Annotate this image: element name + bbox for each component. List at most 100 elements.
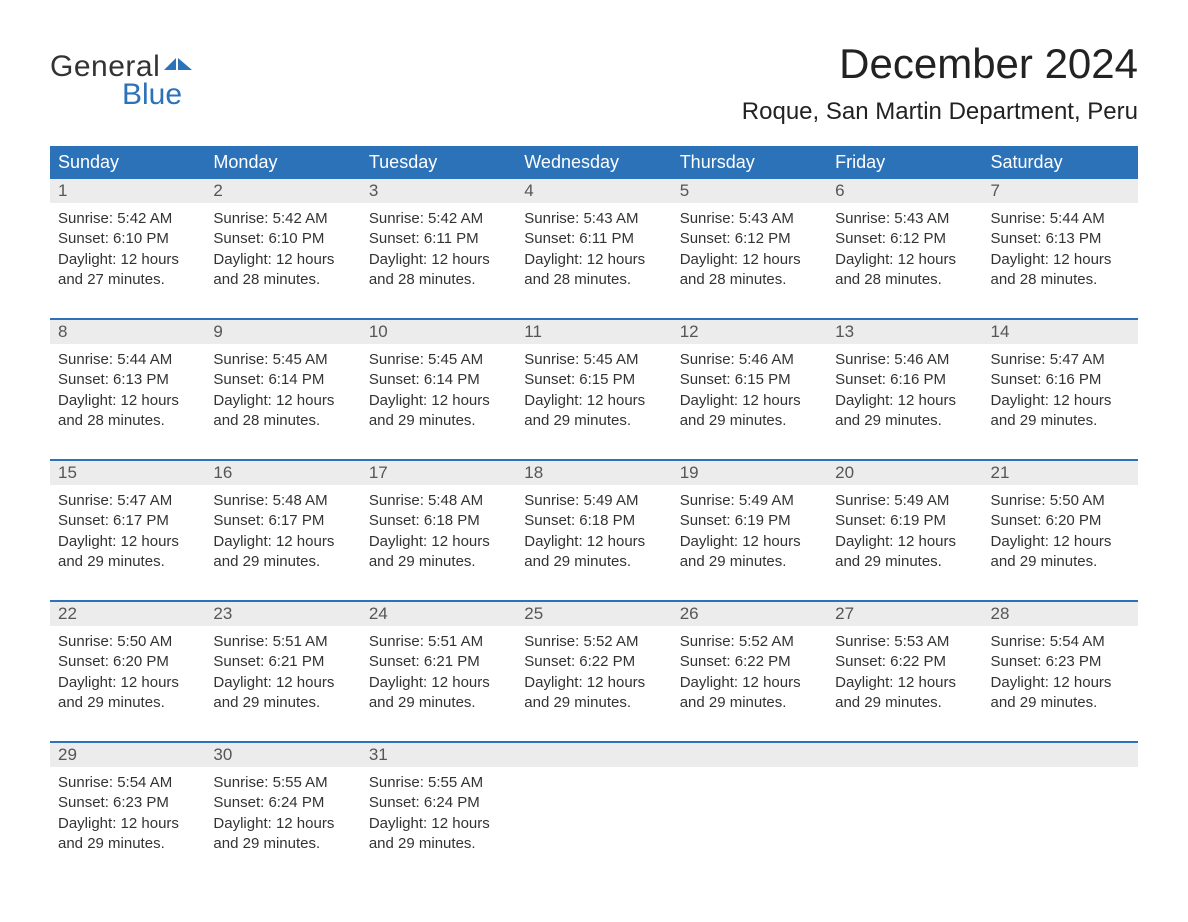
- daylight-line2: and 29 minutes.: [369, 552, 508, 572]
- day-number: 8: [50, 320, 205, 344]
- day-cell: Sunrise: 5:51 AMSunset: 6:21 PMDaylight:…: [205, 626, 360, 742]
- day-number: 5: [672, 179, 827, 203]
- day-number: [516, 743, 671, 767]
- month-title: December 2024: [742, 40, 1138, 88]
- sunrise-text: Sunrise: 5:43 AM: [680, 209, 819, 229]
- day-cell: [827, 767, 982, 882]
- daylight-line1: Daylight: 12 hours: [524, 391, 663, 411]
- daylight-line1: Daylight: 12 hours: [58, 532, 197, 552]
- daylight-line2: and 29 minutes.: [58, 834, 197, 854]
- day-cell: Sunrise: 5:52 AMSunset: 6:22 PMDaylight:…: [672, 626, 827, 742]
- sunrise-text: Sunrise: 5:55 AM: [213, 773, 352, 793]
- sunset-text: Sunset: 6:16 PM: [835, 370, 974, 390]
- daylight-line2: and 29 minutes.: [369, 834, 508, 854]
- sunset-text: Sunset: 6:18 PM: [369, 511, 508, 531]
- day-cell: Sunrise: 5:48 AMSunset: 6:18 PMDaylight:…: [361, 485, 516, 601]
- day-cell: Sunrise: 5:42 AMSunset: 6:10 PMDaylight:…: [205, 203, 360, 319]
- sunset-text: Sunset: 6:19 PM: [680, 511, 819, 531]
- sunset-text: Sunset: 6:10 PM: [213, 229, 352, 249]
- sunset-text: Sunset: 6:22 PM: [835, 652, 974, 672]
- page: General Blue December 2024 Roque, San Ma…: [0, 0, 1188, 922]
- daylight-line2: and 29 minutes.: [369, 693, 508, 713]
- daylight-line1: Daylight: 12 hours: [524, 673, 663, 693]
- day-number: 29: [50, 743, 205, 767]
- calendar-table: Sunday Monday Tuesday Wednesday Thursday…: [50, 146, 1138, 882]
- sunrise-text: Sunrise: 5:43 AM: [835, 209, 974, 229]
- day-number: 6: [827, 179, 982, 203]
- daylight-line1: Daylight: 12 hours: [58, 673, 197, 693]
- daylight-line2: and 28 minutes.: [58, 411, 197, 431]
- sunrise-text: Sunrise: 5:51 AM: [213, 632, 352, 652]
- day-number: 27: [827, 602, 982, 626]
- daylight-line1: Daylight: 12 hours: [524, 532, 663, 552]
- day-cell: Sunrise: 5:44 AMSunset: 6:13 PMDaylight:…: [983, 203, 1138, 319]
- daylight-line2: and 29 minutes.: [991, 552, 1130, 572]
- day-cell: Sunrise: 5:48 AMSunset: 6:17 PMDaylight:…: [205, 485, 360, 601]
- day-cell: Sunrise: 5:55 AMSunset: 6:24 PMDaylight:…: [205, 767, 360, 882]
- day-cell: Sunrise: 5:47 AMSunset: 6:16 PMDaylight:…: [983, 344, 1138, 460]
- daylight-line1: Daylight: 12 hours: [369, 532, 508, 552]
- daylight-line1: Daylight: 12 hours: [680, 391, 819, 411]
- daylight-line1: Daylight: 12 hours: [680, 250, 819, 270]
- day-cell: Sunrise: 5:54 AMSunset: 6:23 PMDaylight:…: [983, 626, 1138, 742]
- sunset-text: Sunset: 6:15 PM: [524, 370, 663, 390]
- daylight-line1: Daylight: 12 hours: [369, 250, 508, 270]
- daylight-line1: Daylight: 12 hours: [58, 391, 197, 411]
- day-number: 31: [361, 743, 516, 767]
- day-cell: Sunrise: 5:54 AMSunset: 6:23 PMDaylight:…: [50, 767, 205, 882]
- sunset-text: Sunset: 6:14 PM: [369, 370, 508, 390]
- daylight-line1: Daylight: 12 hours: [835, 391, 974, 411]
- daylight-line2: and 29 minutes.: [369, 411, 508, 431]
- dow-header-row: Sunday Monday Tuesday Wednesday Thursday…: [50, 146, 1138, 179]
- sunrise-text: Sunrise: 5:42 AM: [213, 209, 352, 229]
- day-number: 26: [672, 602, 827, 626]
- day-cell: Sunrise: 5:47 AMSunset: 6:17 PMDaylight:…: [50, 485, 205, 601]
- day-cell: Sunrise: 5:43 AMSunset: 6:11 PMDaylight:…: [516, 203, 671, 319]
- sunset-text: Sunset: 6:12 PM: [835, 229, 974, 249]
- daylight-line2: and 28 minutes.: [991, 270, 1130, 290]
- day-number: 28: [983, 602, 1138, 626]
- day-cell: [983, 767, 1138, 882]
- daylight-line2: and 29 minutes.: [680, 411, 819, 431]
- day-cell: Sunrise: 5:46 AMSunset: 6:15 PMDaylight:…: [672, 344, 827, 460]
- day-cell: Sunrise: 5:46 AMSunset: 6:16 PMDaylight:…: [827, 344, 982, 460]
- day-cell: Sunrise: 5:53 AMSunset: 6:22 PMDaylight:…: [827, 626, 982, 742]
- day-number: 10: [361, 320, 516, 344]
- day-cell: Sunrise: 5:52 AMSunset: 6:22 PMDaylight:…: [516, 626, 671, 742]
- sunrise-text: Sunrise: 5:48 AM: [213, 491, 352, 511]
- day-cell: Sunrise: 5:49 AMSunset: 6:19 PMDaylight:…: [827, 485, 982, 601]
- sunrise-text: Sunrise: 5:52 AM: [524, 632, 663, 652]
- day-number: [672, 743, 827, 767]
- sunrise-text: Sunrise: 5:53 AM: [835, 632, 974, 652]
- day-number: 21: [983, 461, 1138, 485]
- sunrise-text: Sunrise: 5:50 AM: [991, 491, 1130, 511]
- daylight-line2: and 29 minutes.: [680, 693, 819, 713]
- daylight-line2: and 28 minutes.: [369, 270, 508, 290]
- day-number: 25: [516, 602, 671, 626]
- daylight-line1: Daylight: 12 hours: [991, 250, 1130, 270]
- sunrise-text: Sunrise: 5:55 AM: [369, 773, 508, 793]
- daylight-line1: Daylight: 12 hours: [835, 532, 974, 552]
- day-content-row: Sunrise: 5:42 AMSunset: 6:10 PM Daylight:…: [50, 203, 1138, 319]
- daylight-line1: Daylight: 12 hours: [213, 391, 352, 411]
- day-cell: Sunrise: 5:45 AMSunset: 6:14 PMDaylight:…: [361, 344, 516, 460]
- day-number: 18: [516, 461, 671, 485]
- sunrise-text: Sunrise: 5:48 AM: [369, 491, 508, 511]
- dow-tuesday: Tuesday: [361, 146, 516, 179]
- daylight-line2: and 29 minutes.: [835, 693, 974, 713]
- daylight-line1: Daylight: 12 hours: [991, 391, 1130, 411]
- daylight-line1: Daylight: 12 hours: [991, 532, 1130, 552]
- dow-friday: Friday: [827, 146, 982, 179]
- sunrise-text: Sunrise: 5:44 AM: [991, 209, 1130, 229]
- sunrise-text: Sunrise: 5:49 AM: [524, 491, 663, 511]
- day-content-row: Sunrise: 5:44 AMSunset: 6:13 PMDaylight:…: [50, 344, 1138, 460]
- sunset-text: Sunset: 6:13 PM: [991, 229, 1130, 249]
- daynum-row: 293031: [50, 743, 1138, 767]
- day-number: [983, 743, 1138, 767]
- daynum-row: 891011121314: [50, 320, 1138, 344]
- sunrise-text: Sunrise: 5:54 AM: [58, 773, 197, 793]
- day-cell: Sunrise: 5:42 AMSunset: 6:11 PMDaylight:…: [361, 203, 516, 319]
- title-block: December 2024 Roque, San Martin Departme…: [742, 40, 1138, 140]
- daylight-line1: Daylight: 12 hours: [835, 250, 974, 270]
- sunrise-text: Sunrise: 5:47 AM: [58, 491, 197, 511]
